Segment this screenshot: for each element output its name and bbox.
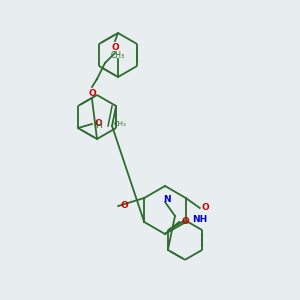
Text: NH: NH bbox=[192, 215, 207, 224]
Text: O: O bbox=[111, 43, 119, 52]
Text: CH₃: CH₃ bbox=[114, 121, 127, 127]
Text: CH₃: CH₃ bbox=[111, 50, 125, 59]
Text: O: O bbox=[94, 119, 102, 128]
Text: O: O bbox=[88, 88, 96, 98]
Text: H: H bbox=[95, 122, 101, 130]
Text: O: O bbox=[181, 218, 189, 226]
Text: O: O bbox=[202, 203, 210, 212]
Text: O: O bbox=[120, 202, 128, 211]
Text: N: N bbox=[163, 196, 171, 205]
